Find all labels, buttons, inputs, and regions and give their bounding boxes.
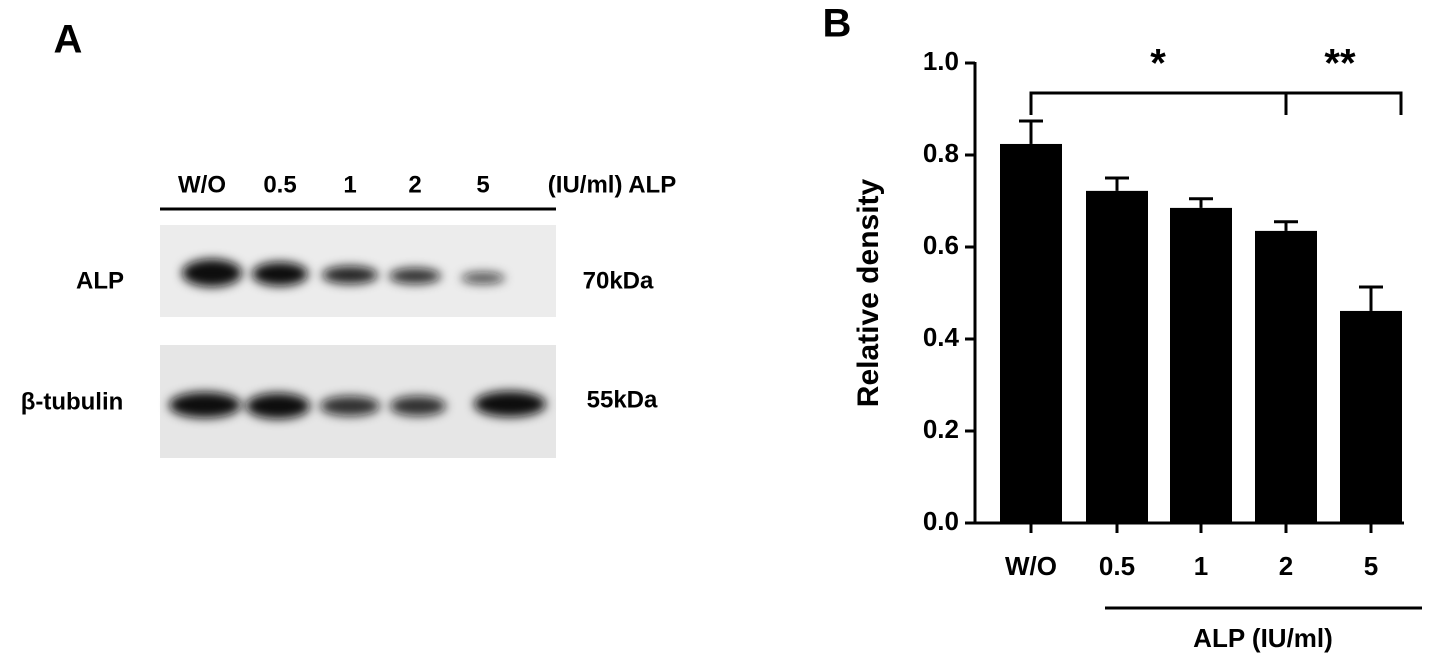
significance-bracket xyxy=(1029,91,1403,115)
significance: ** xyxy=(1324,42,1356,86)
y-tick-label: 0.8 xyxy=(923,138,959,168)
unit-label: (IU/ml) ALP xyxy=(548,171,676,198)
x-tick-label: 1 xyxy=(1194,551,1208,581)
lane-label: 1 xyxy=(343,171,356,198)
row-label: β-tubulin xyxy=(21,388,124,415)
y-tick-label: 0.6 xyxy=(923,230,959,260)
row-label: ALP xyxy=(76,267,124,294)
bar xyxy=(1255,230,1317,523)
y-tick-label: 1.0 xyxy=(923,46,959,76)
blot-alp xyxy=(160,225,556,317)
y-axis-label: Relative density xyxy=(852,178,885,407)
x-tick-label: 2 xyxy=(1279,551,1293,581)
y-tick-label: 0.2 xyxy=(923,414,959,444)
lane-label: 0.5 xyxy=(263,171,296,198)
x-tick-label: 5 xyxy=(1364,551,1378,581)
significance: * xyxy=(1150,42,1166,86)
bar xyxy=(1086,190,1148,523)
lane-label: 2 xyxy=(408,171,421,198)
bar xyxy=(1170,207,1232,523)
y-tick-label: 0.0 xyxy=(923,506,959,536)
lane-label: W/O xyxy=(178,171,226,198)
x-axis-label: ALP (IU/ml) xyxy=(1193,623,1333,653)
panel-label: B xyxy=(823,2,852,46)
lane-label: 5 xyxy=(476,171,489,198)
blot-tubulin xyxy=(160,345,556,458)
size-label: 55kDa xyxy=(587,386,658,413)
x-tick-label: W/O xyxy=(1005,551,1057,581)
bar xyxy=(1000,143,1062,523)
panel-label: A xyxy=(54,18,83,62)
bar xyxy=(1340,310,1402,523)
y-tick-label: 0.4 xyxy=(923,322,960,352)
size-label: 70kDa xyxy=(583,267,654,294)
x-tick-label: 0.5 xyxy=(1099,551,1135,581)
